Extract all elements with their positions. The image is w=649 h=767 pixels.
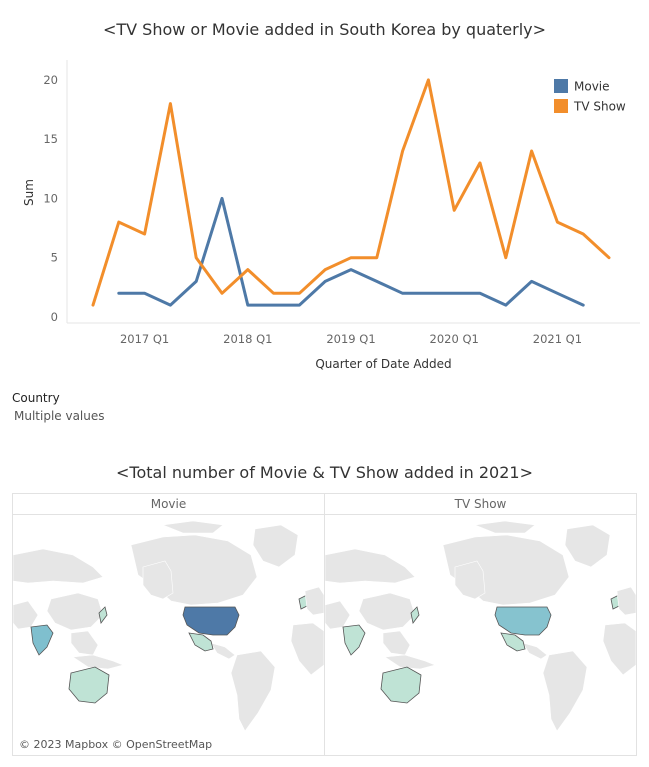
map-country-alaska [454,560,486,600]
map-country-south-america [230,650,276,732]
map-country-europe [616,586,636,616]
map-panel-movie[interactable]: Movie [13,494,325,755]
map-country-se-asia [70,630,99,656]
map-country-india [30,624,54,656]
map-country-china [358,592,416,631]
x-axis-title: Quarter of Date Added [315,357,451,371]
x-tick-label: 2017 Q1 [120,332,169,346]
x-tick-label: 2019 Q1 [326,332,375,346]
map-country-se-asia [382,630,411,656]
map-country-greenland-cap [161,520,224,534]
map-country-africa [290,622,324,676]
legend-swatch [554,99,568,113]
y-axis-title: Sum [22,179,36,206]
world-map-tv-show[interactable] [325,515,636,755]
map-country-middle-east [325,600,351,630]
legend-label: TV Show [573,100,626,114]
map-panel-header: TV Show [325,494,636,515]
map-container: Movie TV Show [12,493,637,756]
map-country-mexico [500,632,526,652]
map-attribution: © 2023 Mapbox © OpenStreetMap [19,738,213,751]
map-country-greenland [252,524,299,568]
legend-swatch [554,79,568,93]
map-country-greenland [564,524,611,568]
map-country-united-states [182,606,240,636]
map-panel-header: Movie [13,494,324,515]
filter-value[interactable]: Multiple values [14,409,105,423]
map-country-europe [304,586,324,616]
map-country-russia [13,548,104,584]
map-country-south-america [542,650,588,732]
line-chart: 0 5 10 15 20 2017 Q1 2018 Q1 2019 Q1 2020 Q1 2021… [22,60,640,371]
map-country-africa [602,622,636,676]
map-country-russia [325,548,416,584]
map-country-china [46,592,104,631]
map-country-india [342,624,366,656]
map-country-greenland-cap [473,520,536,534]
series-line-tv-show [91,78,611,307]
map-country-australia [380,666,422,704]
y-tick-label: 15 [43,132,58,146]
map-country-indonesia [384,654,436,670]
y-tick-label: 5 [51,251,58,265]
map-panel-tv-show[interactable]: TV Show [325,494,636,755]
map-country-central-america [210,642,236,660]
map-country-japan [410,606,420,624]
map-section-title: <Total number of Movie & TV Show added i… [116,463,533,482]
map-country-indonesia [72,654,124,670]
y-tick-label: 0 [51,310,58,324]
map-country-alaska [142,560,174,600]
x-tick-label: 2021 Q1 [533,332,582,346]
map-country-mexico [188,632,214,652]
legend-label: Movie [574,80,610,94]
map-country-middle-east [13,600,39,630]
series-line-movie [117,196,585,307]
map-country-central-america [522,642,548,660]
map-country-australia [68,666,110,704]
map-country-united-states [494,606,552,636]
y-tick-label: 10 [43,191,58,205]
line-chart-title: <TV Show or Movie added in South Korea b… [102,20,547,39]
filter-label: Country [12,391,60,405]
x-tick-label: 2020 Q1 [430,332,479,346]
map-country-japan [98,606,108,624]
x-tick-label: 2018 Q1 [223,332,272,346]
y-tick-label: 20 [43,73,58,87]
world-map-movie[interactable] [13,515,324,755]
